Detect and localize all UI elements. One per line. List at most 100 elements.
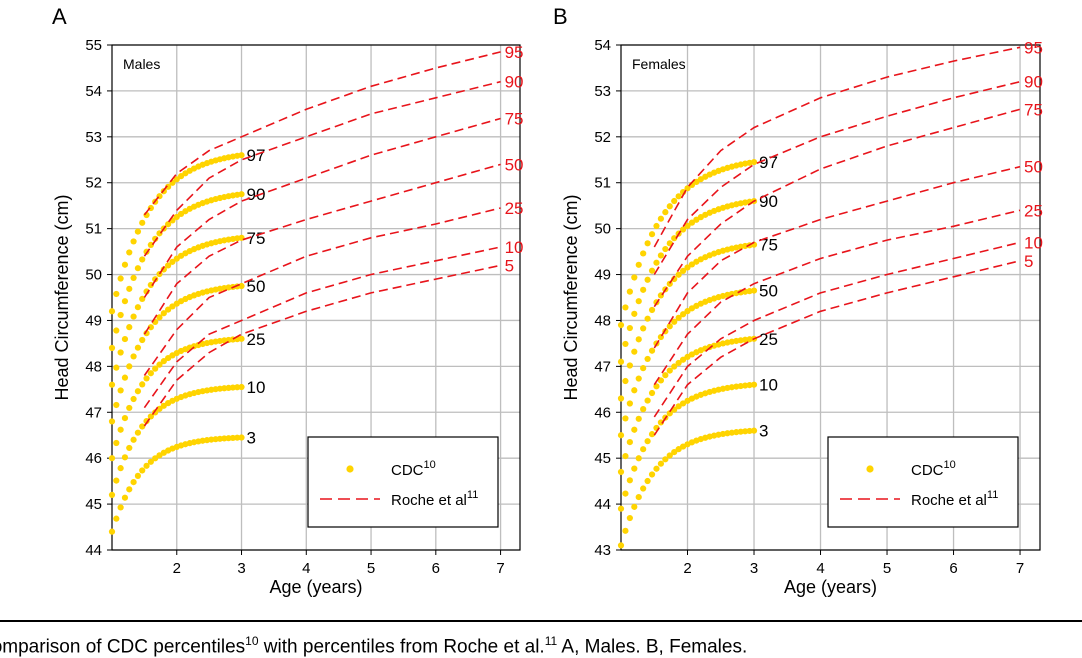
roche-95-line: [653, 46, 1021, 248]
y-tick-label: 51: [85, 221, 102, 238]
legend-box: [307, 436, 499, 528]
cdc-3-point: [666, 452, 673, 459]
cdc-3-point: [121, 494, 129, 501]
cdc-50-point: [635, 375, 642, 382]
cdc-10-point: [108, 491, 116, 499]
cdc-50-point: [134, 344, 142, 351]
cdc-25-point: [121, 414, 129, 422]
cdc-25-point: [662, 372, 669, 379]
x-tick-label: 2: [173, 560, 181, 577]
legend-cdc-marker: [866, 465, 874, 473]
caption-text: Comparison of CDC percentiles: [0, 636, 246, 658]
cdc-90-point: [126, 285, 133, 292]
roche-50-line: [653, 165, 1021, 349]
cdc-75-point: [679, 267, 687, 274]
y-tick-label: 44: [594, 496, 611, 513]
roche-50-line: [143, 163, 501, 335]
panel-letter: A: [52, 4, 67, 29]
caption-mid: with percentiles from Roche et al.: [258, 636, 545, 658]
y-tick-label: 48: [85, 358, 102, 375]
cdc-10-point: [648, 431, 656, 438]
cdc-25-point: [113, 439, 120, 447]
cdc-90-point: [679, 226, 687, 233]
cdc-75-point: [675, 271, 682, 278]
cdc-3-point: [622, 527, 629, 534]
cdc-25-point: [622, 453, 629, 460]
cdc-50-point: [640, 365, 647, 372]
cdc-25-point: [644, 397, 651, 404]
cdc-90-point: [662, 245, 669, 253]
cdc-50-point: [156, 314, 163, 321]
caption-divider: [0, 620, 1082, 622]
cdc-50-point: [631, 387, 638, 394]
cdc-90-point: [626, 324, 633, 332]
legend-roche-label: Roche et al11: [911, 489, 998, 509]
inset-label: Males: [123, 56, 160, 72]
cdc-25-point: [126, 404, 133, 412]
cdc-25-point: [156, 361, 163, 368]
cdc-50-point: [139, 336, 146, 344]
cdc-97-point: [648, 231, 656, 238]
cdc-25-point: [130, 395, 137, 403]
roche-50-label: 50: [1024, 158, 1043, 177]
x-tick-label: 2: [683, 560, 691, 577]
cdc-75-point: [152, 276, 159, 283]
cdc-25-point: [640, 406, 647, 413]
cdc-90-point: [617, 358, 625, 365]
cdc-25-point: [238, 335, 245, 342]
cdc-90-point: [635, 298, 642, 305]
panel-letter: B: [553, 4, 568, 29]
cdc-97-point: [635, 261, 642, 268]
roche-95-line: [143, 51, 501, 216]
cdc-97-point: [653, 222, 660, 230]
cdc-90-point: [108, 344, 116, 352]
cdc-90-point: [113, 327, 120, 334]
y-tick-label: 50: [594, 221, 611, 238]
x-tick-label: 5: [367, 560, 375, 577]
y-tick-label: 52: [85, 175, 102, 192]
cdc-3-point: [617, 542, 625, 549]
cdc-10-point: [121, 454, 129, 461]
cdc-90-point: [640, 286, 647, 293]
roche-95-label: 95: [505, 43, 524, 62]
cdc-75-point: [666, 280, 673, 287]
cdc-90-point: [684, 222, 691, 230]
y-tick-label: 47: [85, 404, 102, 421]
roche-90-line: [653, 80, 1021, 275]
cdc-25-point: [635, 415, 642, 422]
cdc-3-point: [152, 455, 159, 462]
caption-ref-2: 11: [544, 634, 558, 648]
cdc-10-point: [657, 419, 665, 426]
cdc-10-label: 10: [759, 376, 778, 395]
cdc-10-point: [622, 490, 629, 497]
cdc-3-point: [644, 477, 651, 485]
plot-frame: [111, 44, 521, 551]
legend-cdc-ref: 10: [424, 459, 436, 471]
y-tick-label: 55: [85, 37, 102, 54]
cdc-3-point: [126, 486, 133, 493]
cdc-10-point: [147, 413, 154, 420]
caption-tail: A, Males. B, Females.: [557, 636, 748, 658]
cdc-50-point: [238, 282, 245, 290]
cdc-25-point: [675, 359, 682, 367]
y-tick-label: 48: [594, 312, 611, 329]
cdc-97-point: [671, 197, 678, 205]
cdc-50-point: [622, 415, 629, 422]
cdc-10-point: [631, 465, 638, 472]
cdc-25-point: [108, 455, 116, 462]
cdc-75-point: [134, 304, 142, 311]
cdc-10-point: [635, 455, 642, 462]
cdc-97-point: [622, 304, 629, 311]
y-tick-label: 44: [85, 542, 102, 559]
cdc-3-point: [238, 434, 245, 441]
cdc-75-point: [130, 313, 137, 320]
cdc-3-point: [108, 528, 116, 535]
x-axis-label: Age (years): [784, 577, 877, 597]
roche-75-label: 75: [505, 109, 524, 128]
cdc-97-label: 97: [759, 153, 778, 172]
cdc-97-point: [675, 193, 682, 200]
cdc-50-point: [160, 310, 167, 317]
cdc-3-point: [640, 485, 647, 492]
cdc-75-point: [644, 315, 651, 322]
